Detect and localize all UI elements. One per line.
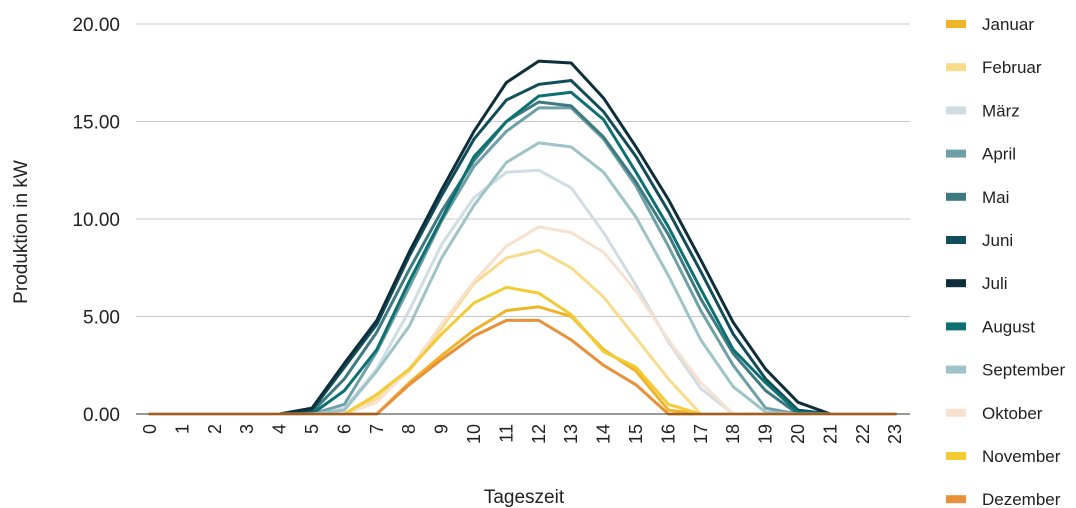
series-line-september <box>148 141 897 416</box>
legend-label: Oktober <box>982 404 1043 423</box>
legend: Januar Februar März April Mai Juni Juli August S… <box>946 15 1065 508</box>
x-tick-label: 14 <box>594 424 614 444</box>
x-tick-label: 16 <box>658 424 678 444</box>
x-tick-label: 5 <box>302 424 322 434</box>
legend-swatch <box>946 63 966 72</box>
x-tick-label: 23 <box>885 424 905 444</box>
x-tick-label: 20 <box>788 424 808 444</box>
x-tick-label: 11 <box>496 424 516 443</box>
x-axis-ticks: 0 1 2 3 4 5 6 7 8 9 10 11 12 13 14 15 16 17 18 19 20 21 22 23 <box>140 424 905 444</box>
legend-swatch <box>946 322 966 331</box>
x-tick-label: 12 <box>529 424 549 444</box>
legend-swatch <box>946 365 966 374</box>
legend-label: September <box>982 361 1065 380</box>
legend-swatch <box>946 192 966 201</box>
legend-item: August <box>946 317 1035 336</box>
x-tick-label: 21 <box>820 424 840 444</box>
y-axis-label: Produktion in kW <box>11 160 32 304</box>
legend-item: Juni <box>946 231 1013 250</box>
x-axis-label: Tageszeit <box>484 487 565 508</box>
legend-label: April <box>982 145 1016 164</box>
x-tick-label: 17 <box>691 424 711 444</box>
legend-item: November <box>946 447 1061 466</box>
y-tick-label: 0.00 <box>83 405 120 426</box>
legend-swatch <box>946 452 966 460</box>
series-line-märz <box>148 168 897 416</box>
legend-label: Dezember <box>982 490 1061 508</box>
legend-swatch <box>946 236 966 244</box>
x-tick-label: 22 <box>853 424 873 444</box>
legend-swatch <box>946 495 966 504</box>
legend-item: April <box>946 145 1016 164</box>
legend-item: Mai <box>946 188 1009 207</box>
y-axis-ticks: 0.00 5.00 10.00 15.00 20.00 <box>72 15 120 426</box>
y-tick-label: 20.00 <box>72 15 120 36</box>
gridlines <box>136 23 910 317</box>
x-tick-label: 0 <box>140 424 160 434</box>
legend-item: Februar <box>946 58 1042 77</box>
y-tick-label: 10.00 <box>72 210 120 231</box>
legend-swatch <box>946 106 966 115</box>
x-tick-label: 2 <box>205 424 225 434</box>
legend-label: August <box>982 317 1035 336</box>
legend-swatch <box>946 279 966 288</box>
legend-label: Februar <box>982 58 1042 77</box>
legend-label: Juni <box>982 231 1013 250</box>
y-tick-label: 15.00 <box>72 113 120 134</box>
series-line-juni <box>148 79 897 416</box>
legend-swatch <box>946 149 966 158</box>
legend-item: Januar <box>946 15 1034 34</box>
legend-swatch <box>946 20 966 28</box>
x-tick-label: 8 <box>399 424 419 434</box>
legend-label: November <box>982 447 1061 466</box>
x-tick-label: 10 <box>464 424 484 444</box>
x-tick-label: 15 <box>626 424 646 444</box>
x-tick-label: 1 <box>172 424 192 434</box>
x-tick-label: 7 <box>367 424 387 434</box>
legend-item: September <box>946 361 1065 380</box>
legend-label: Januar <box>982 15 1034 34</box>
series-lines <box>148 59 897 416</box>
legend-item: Oktober <box>946 404 1043 423</box>
legend-swatch <box>946 408 966 417</box>
x-tick-label: 13 <box>561 424 581 444</box>
x-tick-label: 3 <box>237 424 257 434</box>
legend-item: März <box>946 101 1020 120</box>
series-line-mai <box>148 100 897 416</box>
legend-item: Juli <box>946 274 1008 293</box>
legend-label: März <box>982 101 1020 120</box>
x-tick-label: 6 <box>334 424 354 434</box>
x-tick-label: 18 <box>723 424 743 444</box>
x-tick-label: 9 <box>432 424 452 434</box>
legend-label: Mai <box>982 188 1009 207</box>
legend-label: Juli <box>982 274 1008 293</box>
x-tick-label: 4 <box>270 424 290 434</box>
legend-item: Dezember <box>946 490 1061 508</box>
x-tick-label: 19 <box>756 424 776 444</box>
y-tick-label: 5.00 <box>83 308 120 329</box>
